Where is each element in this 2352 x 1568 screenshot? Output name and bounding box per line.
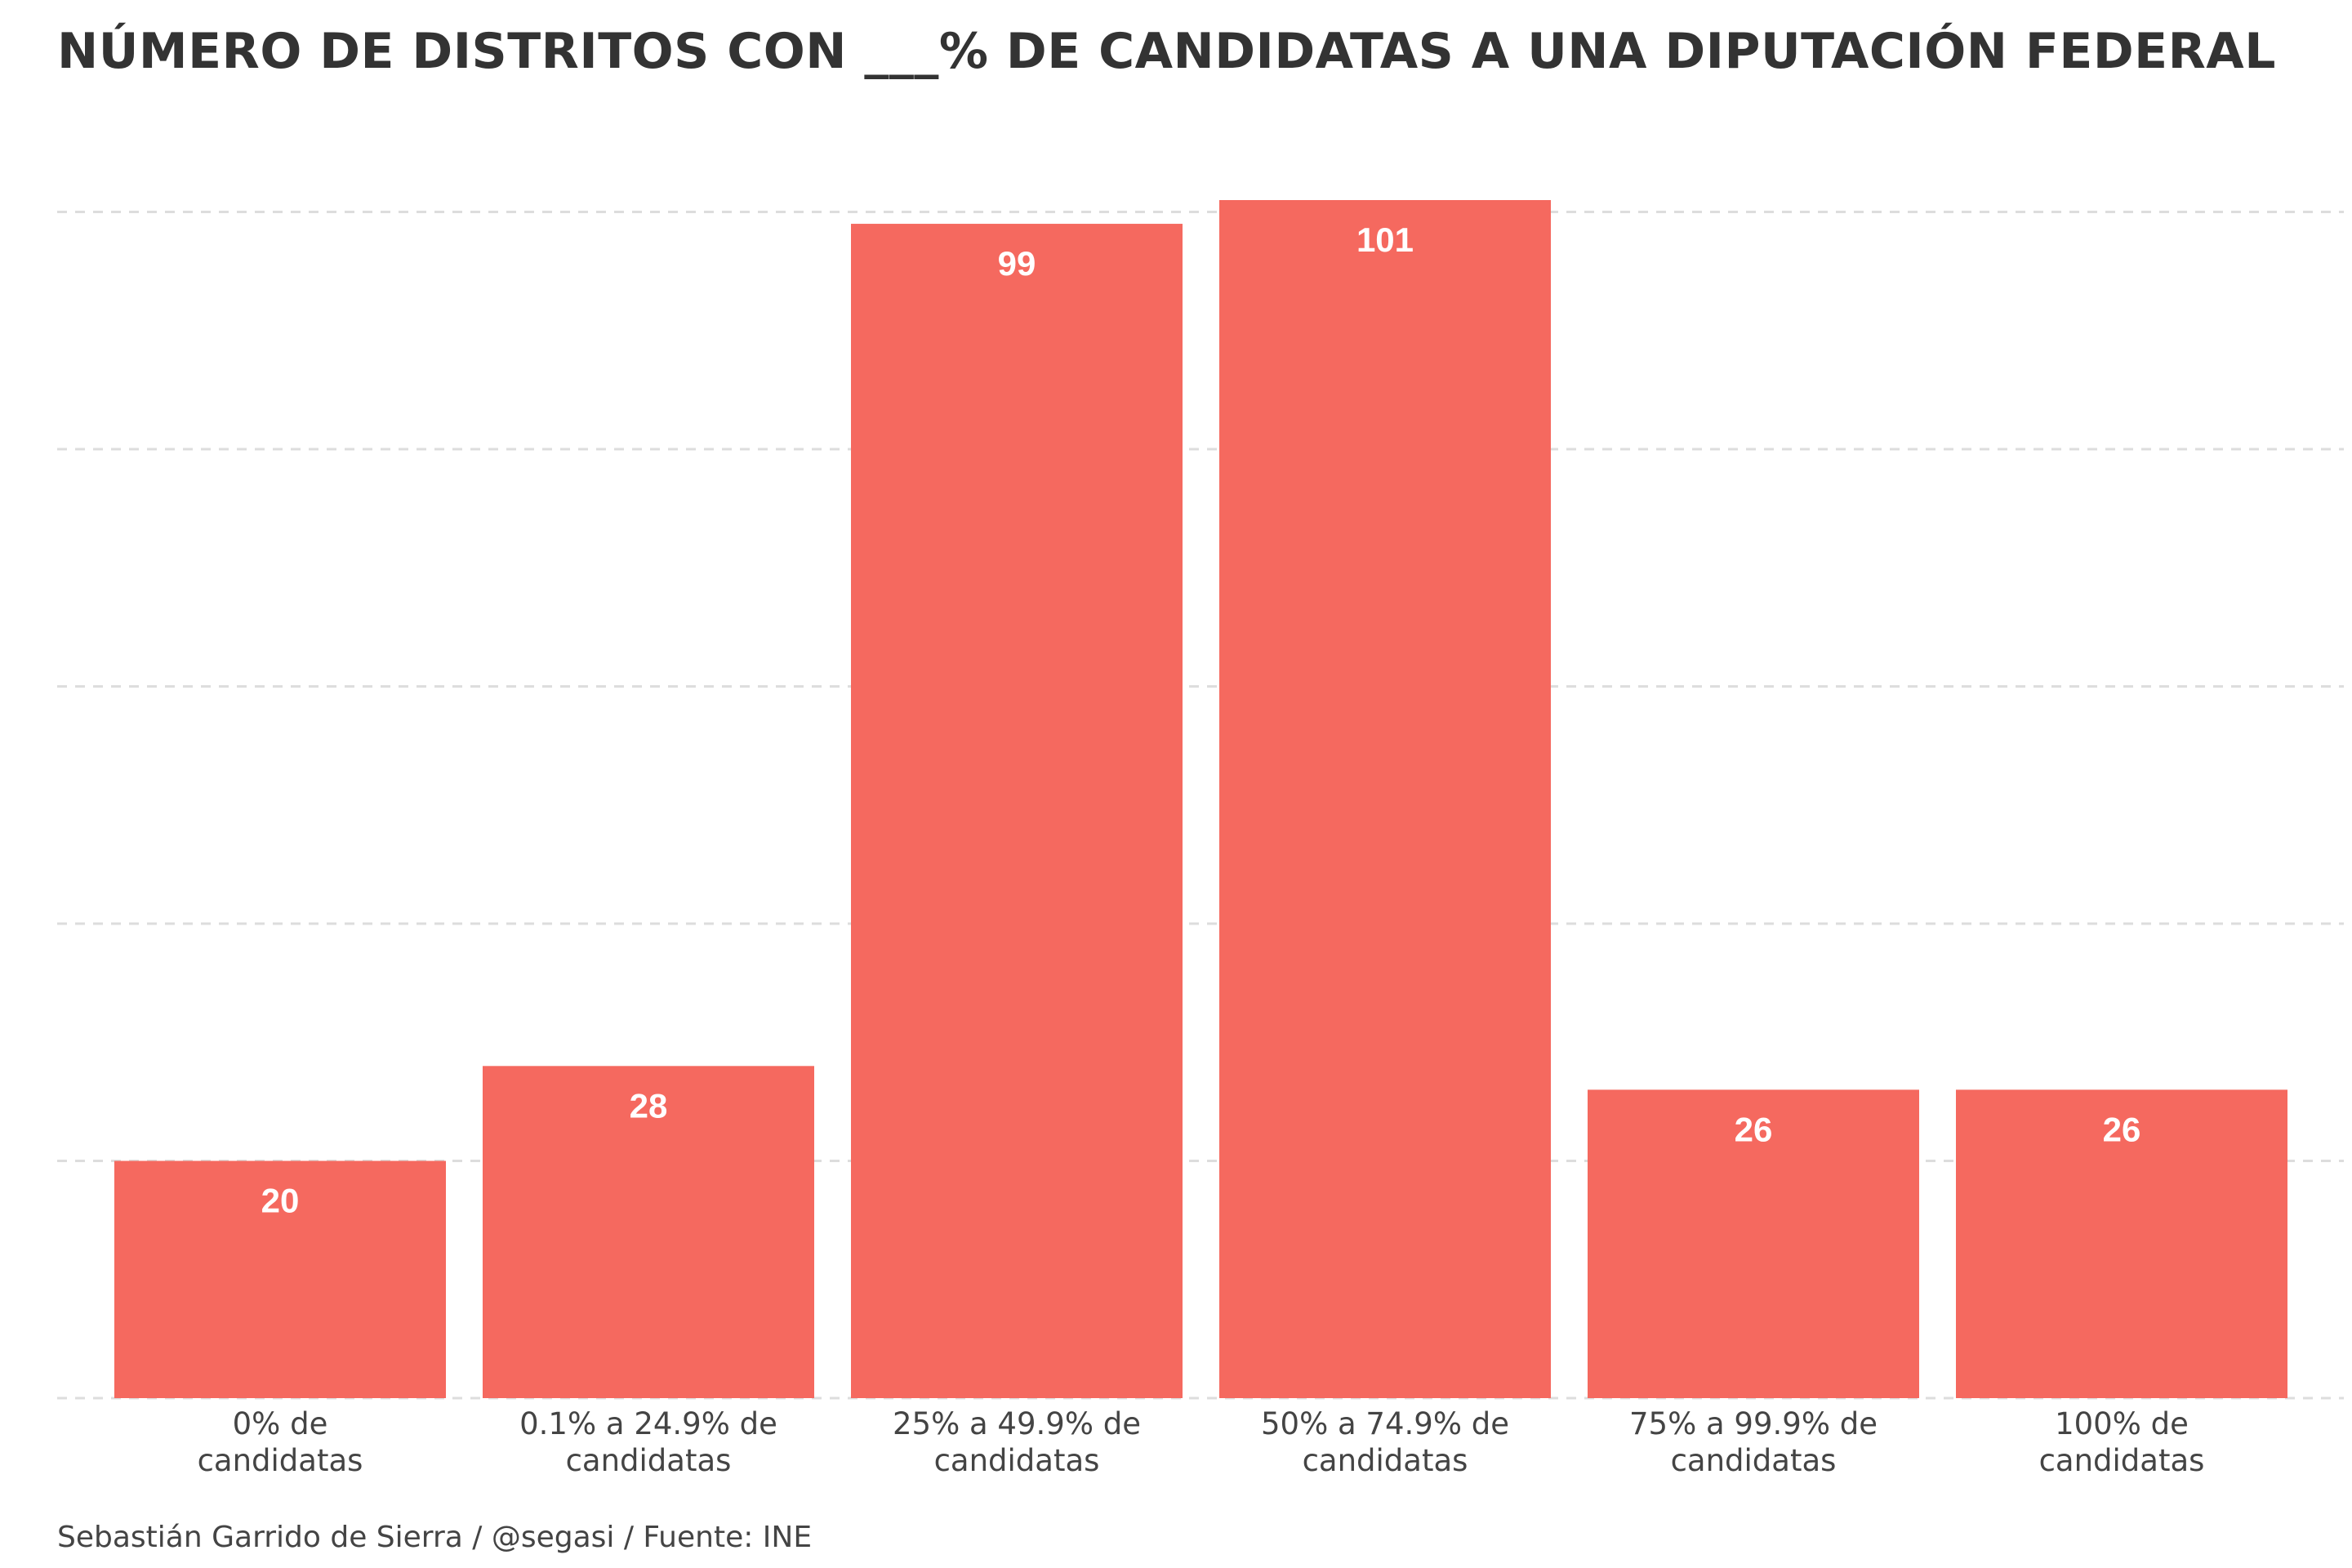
x-tick-label-4-line-1: candidatas (1671, 1443, 1837, 1478)
bar-4 (1588, 1089, 1919, 1398)
x-tick-label-0: 0% de candidatas (198, 1406, 363, 1478)
bar-value-label-5: 26 (2103, 1110, 2141, 1148)
x-tick-label-0-line-0: 0% de (233, 1406, 328, 1441)
x-tick-label-3: 50% a 74.9% de candidatas (1261, 1406, 1509, 1478)
bar-1 (483, 1066, 814, 1398)
x-tick-label-2-line-1: candidatas (934, 1443, 1100, 1478)
bar-0 (114, 1160, 446, 1398)
x-tick-label-5-line-0: 100% de (2055, 1406, 2189, 1441)
x-tick-label-3-line-0: 50% a 74.9% de (1261, 1406, 1509, 1441)
bar-value-label-3: 101 (1356, 220, 1414, 259)
x-tick-label-1: 0.1% a 24.9% de candidatas (519, 1406, 777, 1478)
bar-value-label-0: 20 (261, 1182, 300, 1220)
bar-value-label-1: 28 (630, 1086, 668, 1125)
x-tick-label-5-line-1: candidatas (2039, 1443, 2205, 1478)
bar-2 (851, 224, 1183, 1398)
bar-value-labels: 20 28 99 101 26 26 (261, 220, 2141, 1220)
x-tick-label-4-line-0: 75% a 99.9% de (1629, 1406, 1878, 1441)
x-tick-label-0-line-1: candidatas (198, 1443, 363, 1478)
x-tick-label-2: 25% a 49.9% de candidatas (893, 1406, 1141, 1478)
x-tick-label-1-line-0: 0.1% a 24.9% de (519, 1406, 777, 1441)
bars (114, 200, 2287, 1398)
x-tick-label-4: 75% a 99.9% de candidatas (1629, 1406, 1878, 1478)
x-tick-label-1-line-1: candidatas (566, 1443, 732, 1478)
x-tick-label-3-line-1: candidatas (1303, 1443, 1468, 1478)
bar-3 (1219, 200, 1551, 1398)
bar-value-label-2: 99 (998, 244, 1036, 283)
x-tick-label-5: 100% de candidatas (2039, 1406, 2205, 1478)
chart-title: NÚMERO DE DISTRITOS CON ___% DE CANDIDAT… (57, 23, 2276, 80)
bar-value-label-4: 26 (1735, 1110, 1773, 1148)
source-caption: Sebastián Garrido de Sierra / @segasi / … (57, 1521, 813, 1554)
bar-5 (1956, 1089, 2287, 1398)
x-tick-label-2-line-0: 25% a 49.9% de (893, 1406, 1141, 1441)
